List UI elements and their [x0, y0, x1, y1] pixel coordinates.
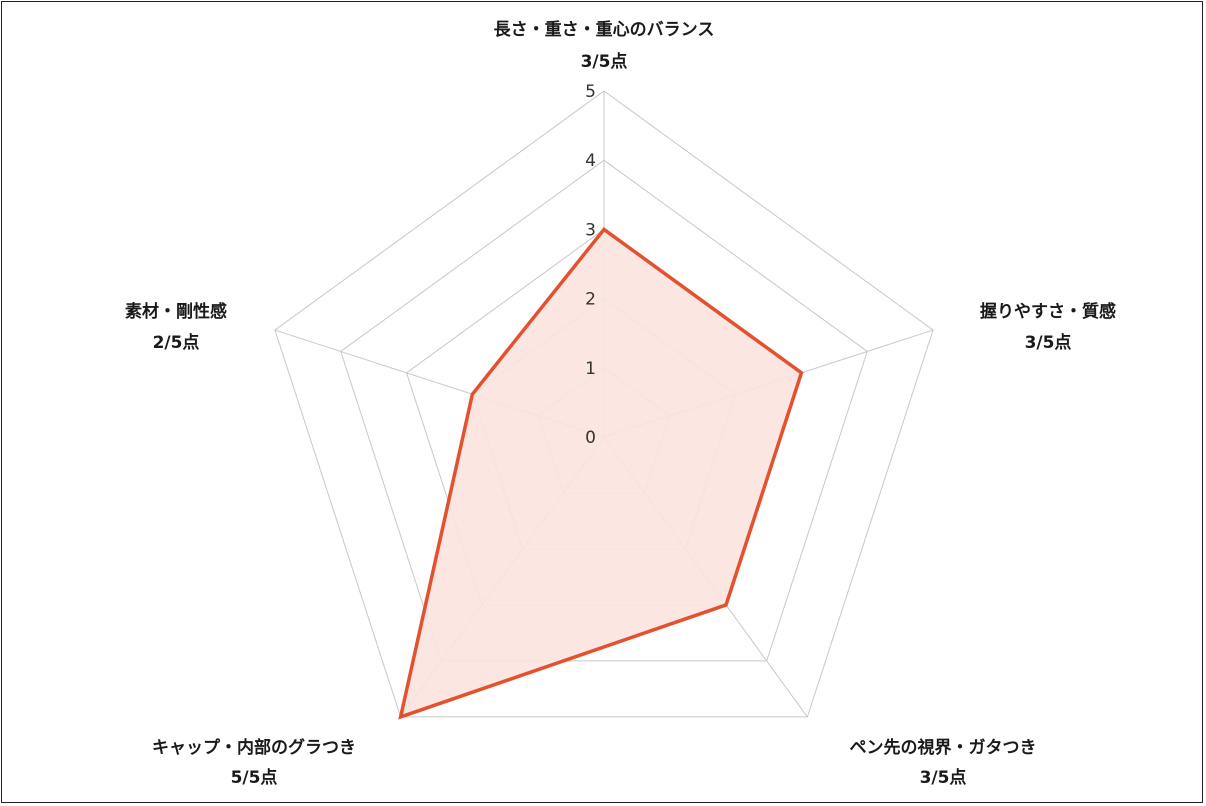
- radar-tick-labels: 0 1 2 3 4 5: [585, 82, 596, 448]
- series-polygon: [398, 227, 804, 720]
- axis-score-4: 5/5点: [231, 767, 278, 788]
- axis-score-1: 3/5点: [581, 51, 628, 72]
- tick-label-0: 0: [585, 428, 596, 448]
- axis-label-3: ペン先の視界・ガタつき: [850, 737, 1037, 758]
- axis-score-3: 3/5点: [920, 767, 967, 788]
- tick-label-3: 3: [585, 220, 596, 240]
- grid-ring-5: [274, 90, 934, 718]
- tick-label-4: 4: [585, 151, 596, 171]
- tick-label-2: 2: [585, 290, 596, 310]
- axis-label-5: 素材・剛性感: [125, 301, 227, 322]
- radar-area: [398, 227, 804, 720]
- axis-label-2: 握りやすさ・質感: [980, 301, 1116, 322]
- grid-ring-4: [340, 159, 868, 662]
- tick-label-5: 5: [585, 82, 596, 102]
- radar-axis-labels: 長さ・重さ・重心のバランス3/5点握りやすさ・質感3/5点ペン先の視界・ガタつき…: [125, 19, 1116, 788]
- axis-score-5: 2/5点: [153, 332, 200, 353]
- axis-score-2: 3/5点: [1025, 332, 1072, 353]
- axis-label-4: キャップ・内部のグラつき: [152, 737, 356, 758]
- axis-label-1: 長さ・重さ・重心のバランス: [494, 19, 715, 40]
- tick-label-1: 1: [585, 359, 596, 379]
